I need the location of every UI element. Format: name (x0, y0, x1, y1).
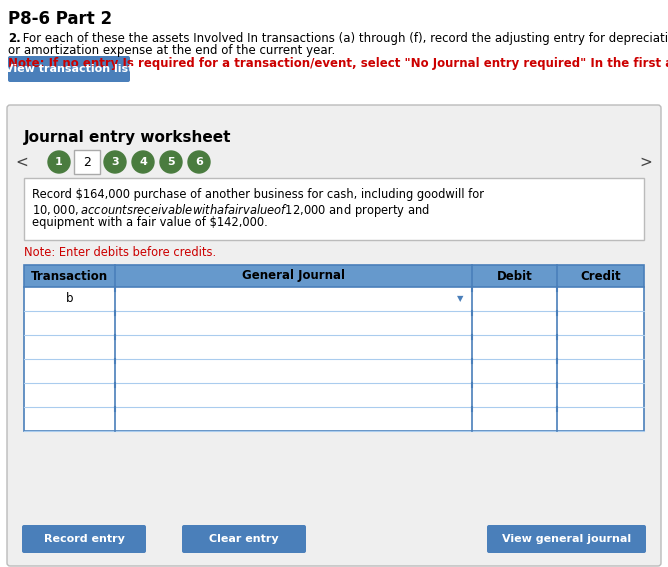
Text: View general journal: View general journal (502, 534, 631, 544)
FancyBboxPatch shape (182, 525, 306, 553)
Text: or amortization expense at the end of the current year.: or amortization expense at the end of th… (8, 44, 335, 57)
Text: 4: 4 (139, 157, 147, 167)
Circle shape (188, 151, 210, 173)
Text: Debit: Debit (496, 269, 532, 282)
Text: Note: If no entry Is required for a transaction/event, select "No Journal entry : Note: If no entry Is required for a tran… (8, 57, 668, 70)
Circle shape (104, 151, 126, 173)
Text: <: < (15, 154, 28, 170)
Circle shape (132, 151, 154, 173)
Text: equipment with a fair value of $142,000.: equipment with a fair value of $142,000. (32, 216, 268, 229)
Bar (24, 407, 644, 431)
FancyBboxPatch shape (7, 105, 661, 566)
Circle shape (48, 151, 70, 173)
Bar (24, 178, 644, 240)
Text: Credit: Credit (580, 269, 621, 282)
Bar (24, 383, 644, 407)
Bar (24, 287, 644, 311)
Text: b: b (65, 293, 73, 306)
Text: 6: 6 (195, 157, 203, 167)
Circle shape (160, 151, 182, 173)
Text: Note: Enter debits before credits.: Note: Enter debits before credits. (24, 246, 216, 259)
Bar (24, 335, 644, 359)
Bar (24, 359, 644, 383)
Text: View transaction list: View transaction list (5, 64, 133, 74)
Text: Record $164,000 purchase of another business for cash, including goodwill for: Record $164,000 purchase of another busi… (32, 188, 484, 201)
Bar (74, 150, 100, 174)
Text: Clear entry: Clear entry (209, 534, 279, 544)
Text: General Journal: General Journal (242, 269, 345, 282)
Text: ▼: ▼ (457, 294, 463, 303)
Bar (24, 311, 644, 335)
Text: 3: 3 (111, 157, 119, 167)
Text: For each of these the assets Involved In transactions (a) through (f), record th: For each of these the assets Involved In… (19, 32, 668, 45)
Text: Journal entry worksheet: Journal entry worksheet (24, 130, 232, 145)
FancyBboxPatch shape (8, 56, 130, 82)
Bar (24, 265, 644, 287)
Text: 1: 1 (55, 157, 63, 167)
Text: P8-6 Part 2: P8-6 Part 2 (8, 10, 112, 28)
FancyBboxPatch shape (487, 525, 646, 553)
Text: 2.: 2. (8, 32, 21, 45)
FancyBboxPatch shape (22, 525, 146, 553)
Text: 2: 2 (83, 155, 91, 168)
Text: 5: 5 (167, 157, 175, 167)
Text: >: > (640, 154, 653, 170)
Text: $10,000, accounts receivable with a fair value of $12,000 and property and: $10,000, accounts receivable with a fair… (32, 202, 430, 219)
Bar (24, 265, 644, 431)
Text: Transaction: Transaction (31, 269, 108, 282)
Text: Record entry: Record entry (43, 534, 124, 544)
